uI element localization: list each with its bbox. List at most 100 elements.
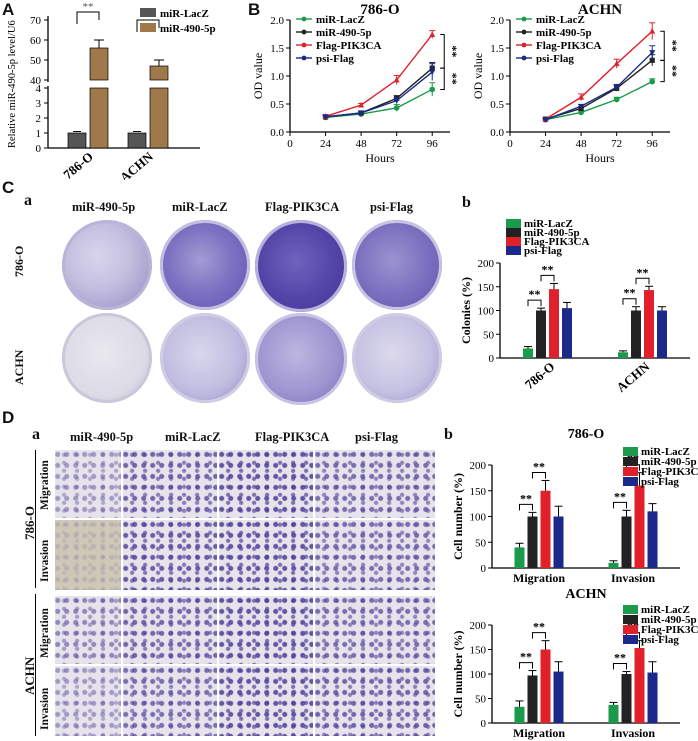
legend-label: Flag-PIK3CA <box>641 466 698 478</box>
data-point <box>393 105 400 111</box>
x-tick-label: Invasion <box>611 571 655 585</box>
y-tick-label: 0 <box>489 353 495 365</box>
bar <box>647 672 658 723</box>
legend-swatch <box>140 8 156 17</box>
bar <box>553 516 564 568</box>
colony-dish <box>160 220 250 310</box>
y-tick-label: 50 <box>483 329 495 341</box>
panel-label-d: D <box>2 408 15 427</box>
c-col-title-4: psi-Flag <box>370 200 414 214</box>
data-point <box>649 50 656 56</box>
bar <box>89 47 109 81</box>
x-tick-label: Migration <box>513 726 565 740</box>
y-tick-label: 200 <box>470 620 487 632</box>
legend-marker <box>521 29 527 35</box>
bar <box>657 310 667 358</box>
sig-bracket <box>527 299 542 307</box>
panel-a-ylabel: Relative miR-490-5p level/U6 <box>7 20 18 148</box>
d-cell-bracket-achn <box>20 594 36 736</box>
bar <box>647 511 658 568</box>
legend-swatch <box>506 228 521 237</box>
legend-label: Flag-PIK3CA <box>524 236 589 248</box>
y-tick-label: 1.0 <box>490 71 504 83</box>
bar <box>514 706 525 723</box>
micrograph-tile <box>123 666 217 736</box>
data-point <box>613 84 620 91</box>
panel-label-b: B <box>248 0 261 19</box>
legend-label: miR-490-5p <box>316 27 372 39</box>
y-axis-label: Cell number (%) <box>451 473 465 560</box>
sig-bracket <box>519 662 533 669</box>
data-point <box>649 78 656 85</box>
micrograph-tile <box>123 520 217 590</box>
legend-swatch <box>623 467 638 476</box>
bar <box>562 308 572 358</box>
y-tick-label: 0 <box>481 563 487 575</box>
sig-bracket <box>660 30 665 61</box>
x-tick-label: 96 <box>647 138 659 150</box>
micrograph-tile <box>123 450 217 518</box>
y-tick-label: 3 <box>36 98 42 110</box>
data-point <box>542 117 549 123</box>
panel-label-d-b: b <box>444 426 453 443</box>
micrograph-tile <box>315 450 435 518</box>
data-point <box>358 101 365 108</box>
x-tick-label: 96 <box>427 138 439 150</box>
y-tick-label: 100 <box>470 669 487 681</box>
bar <box>527 516 538 568</box>
bar <box>553 671 564 723</box>
legend-swatch <box>623 615 638 624</box>
data-point <box>649 57 655 63</box>
d-cell-label-achn: ACHN <box>22 656 37 695</box>
series-line <box>545 59 653 120</box>
d-col-title-1: miR-490-5p <box>70 430 134 444</box>
y-tick-label: 0 <box>481 718 487 730</box>
micrograph-tile <box>219 450 313 518</box>
y-axis-label: OD value <box>471 53 485 99</box>
legend-label: miR-490-5p <box>536 27 592 39</box>
legend-label: miR-LacZ <box>641 604 690 616</box>
y-tick-label: 1 <box>36 128 42 140</box>
series-line <box>545 51 653 121</box>
sig-bracket <box>635 277 650 285</box>
legend-label: miR-LacZ <box>641 446 690 458</box>
panel-d-images: miR-490-5p miR-LacZ Flag-PIK3CA psi-Flag… <box>0 420 440 741</box>
y-tick-label: 150 <box>478 282 495 294</box>
sig-marker: ** <box>637 265 649 279</box>
d-cell-bracket-786o <box>20 450 36 588</box>
data-point <box>613 96 620 103</box>
y-tick-label: 2.0 <box>270 15 284 27</box>
panel-label-a: A <box>2 0 15 19</box>
y-tick-label: 150 <box>470 645 487 657</box>
sig-marker: ** <box>666 65 680 77</box>
series-line <box>545 80 653 121</box>
legend-label: Flag-PIK3CA <box>316 40 381 52</box>
y-tick-label: 200 <box>470 460 487 472</box>
y-tick-label: 0 <box>36 143 42 155</box>
sig-marker: ** <box>542 262 554 276</box>
sig-bracket <box>532 471 546 479</box>
y-tick-label: 0.5 <box>270 99 284 111</box>
panel-label-d-a: a <box>32 426 40 443</box>
d-assay-label: Migration <box>39 608 51 658</box>
y-tick-label: 40 <box>30 75 42 87</box>
legend-swatch <box>623 635 638 644</box>
y-tick-label: 2.0 <box>490 15 504 27</box>
x-tick-label: 786-O <box>522 359 558 392</box>
x-tick-label: 0 <box>287 138 293 150</box>
panel-c-images: miR-490-5p miR-LacZ Flag-PIK3CA psi-Flag… <box>0 195 460 405</box>
bar <box>540 649 551 723</box>
micrograph-tile <box>55 520 121 590</box>
y-axis-label: Cell number (%) <box>451 630 465 717</box>
bar <box>514 547 525 568</box>
colony-dish <box>255 313 347 405</box>
c-col-title-2: miR-LacZ <box>172 200 228 214</box>
y-tick-label: 4 <box>36 83 42 95</box>
data-point <box>429 31 436 37</box>
x-tick-label: ACHN <box>117 148 156 180</box>
y-tick-label: 50 <box>30 55 42 67</box>
panel-b-charts: 786-O 0.0 0.5 1.0 1.5 2.0 0 24 48 72 96 Hours OD val… <box>251 2 680 165</box>
colony-dish <box>352 313 442 403</box>
micrograph-tile <box>55 666 121 736</box>
x-tick-label: 72 <box>611 138 622 150</box>
